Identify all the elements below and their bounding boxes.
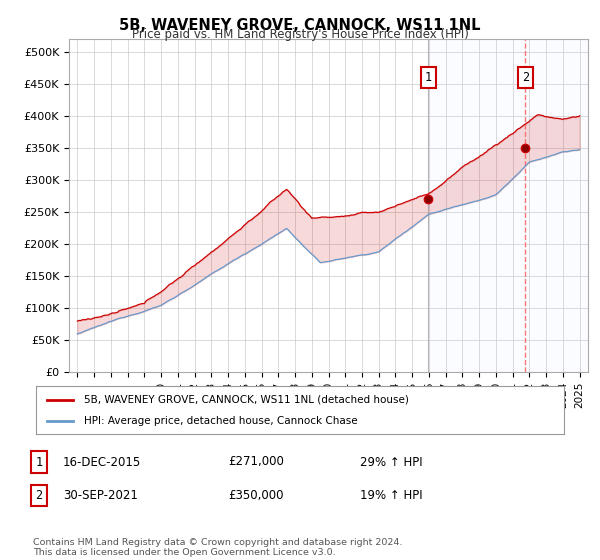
Text: 2: 2: [521, 71, 529, 84]
Text: Price paid vs. HM Land Registry's House Price Index (HPI): Price paid vs. HM Land Registry's House …: [131, 28, 469, 41]
Bar: [428, 39, 588, 372]
Text: 1: 1: [35, 455, 43, 469]
Text: £271,000: £271,000: [228, 455, 284, 469]
Text: 29% ↑ HPI: 29% ↑ HPI: [360, 455, 422, 469]
Text: 5B, WAVENEY GROVE, CANNOCK, WS11 1NL: 5B, WAVENEY GROVE, CANNOCK, WS11 1NL: [119, 18, 481, 33]
Text: 30-SEP-2021: 30-SEP-2021: [63, 489, 138, 502]
Text: 1: 1: [425, 71, 432, 84]
Text: 19% ↑ HPI: 19% ↑ HPI: [360, 489, 422, 502]
Text: 2: 2: [35, 489, 43, 502]
Text: 16-DEC-2015: 16-DEC-2015: [63, 455, 141, 469]
Text: £350,000: £350,000: [228, 489, 284, 502]
Text: HPI: Average price, detached house, Cannock Chase: HPI: Average price, detached house, Cann…: [83, 416, 357, 426]
Text: Contains HM Land Registry data © Crown copyright and database right 2024.
This d: Contains HM Land Registry data © Crown c…: [33, 538, 403, 557]
Text: 5B, WAVENEY GROVE, CANNOCK, WS11 1NL (detached house): 5B, WAVENEY GROVE, CANNOCK, WS11 1NL (de…: [83, 395, 409, 405]
